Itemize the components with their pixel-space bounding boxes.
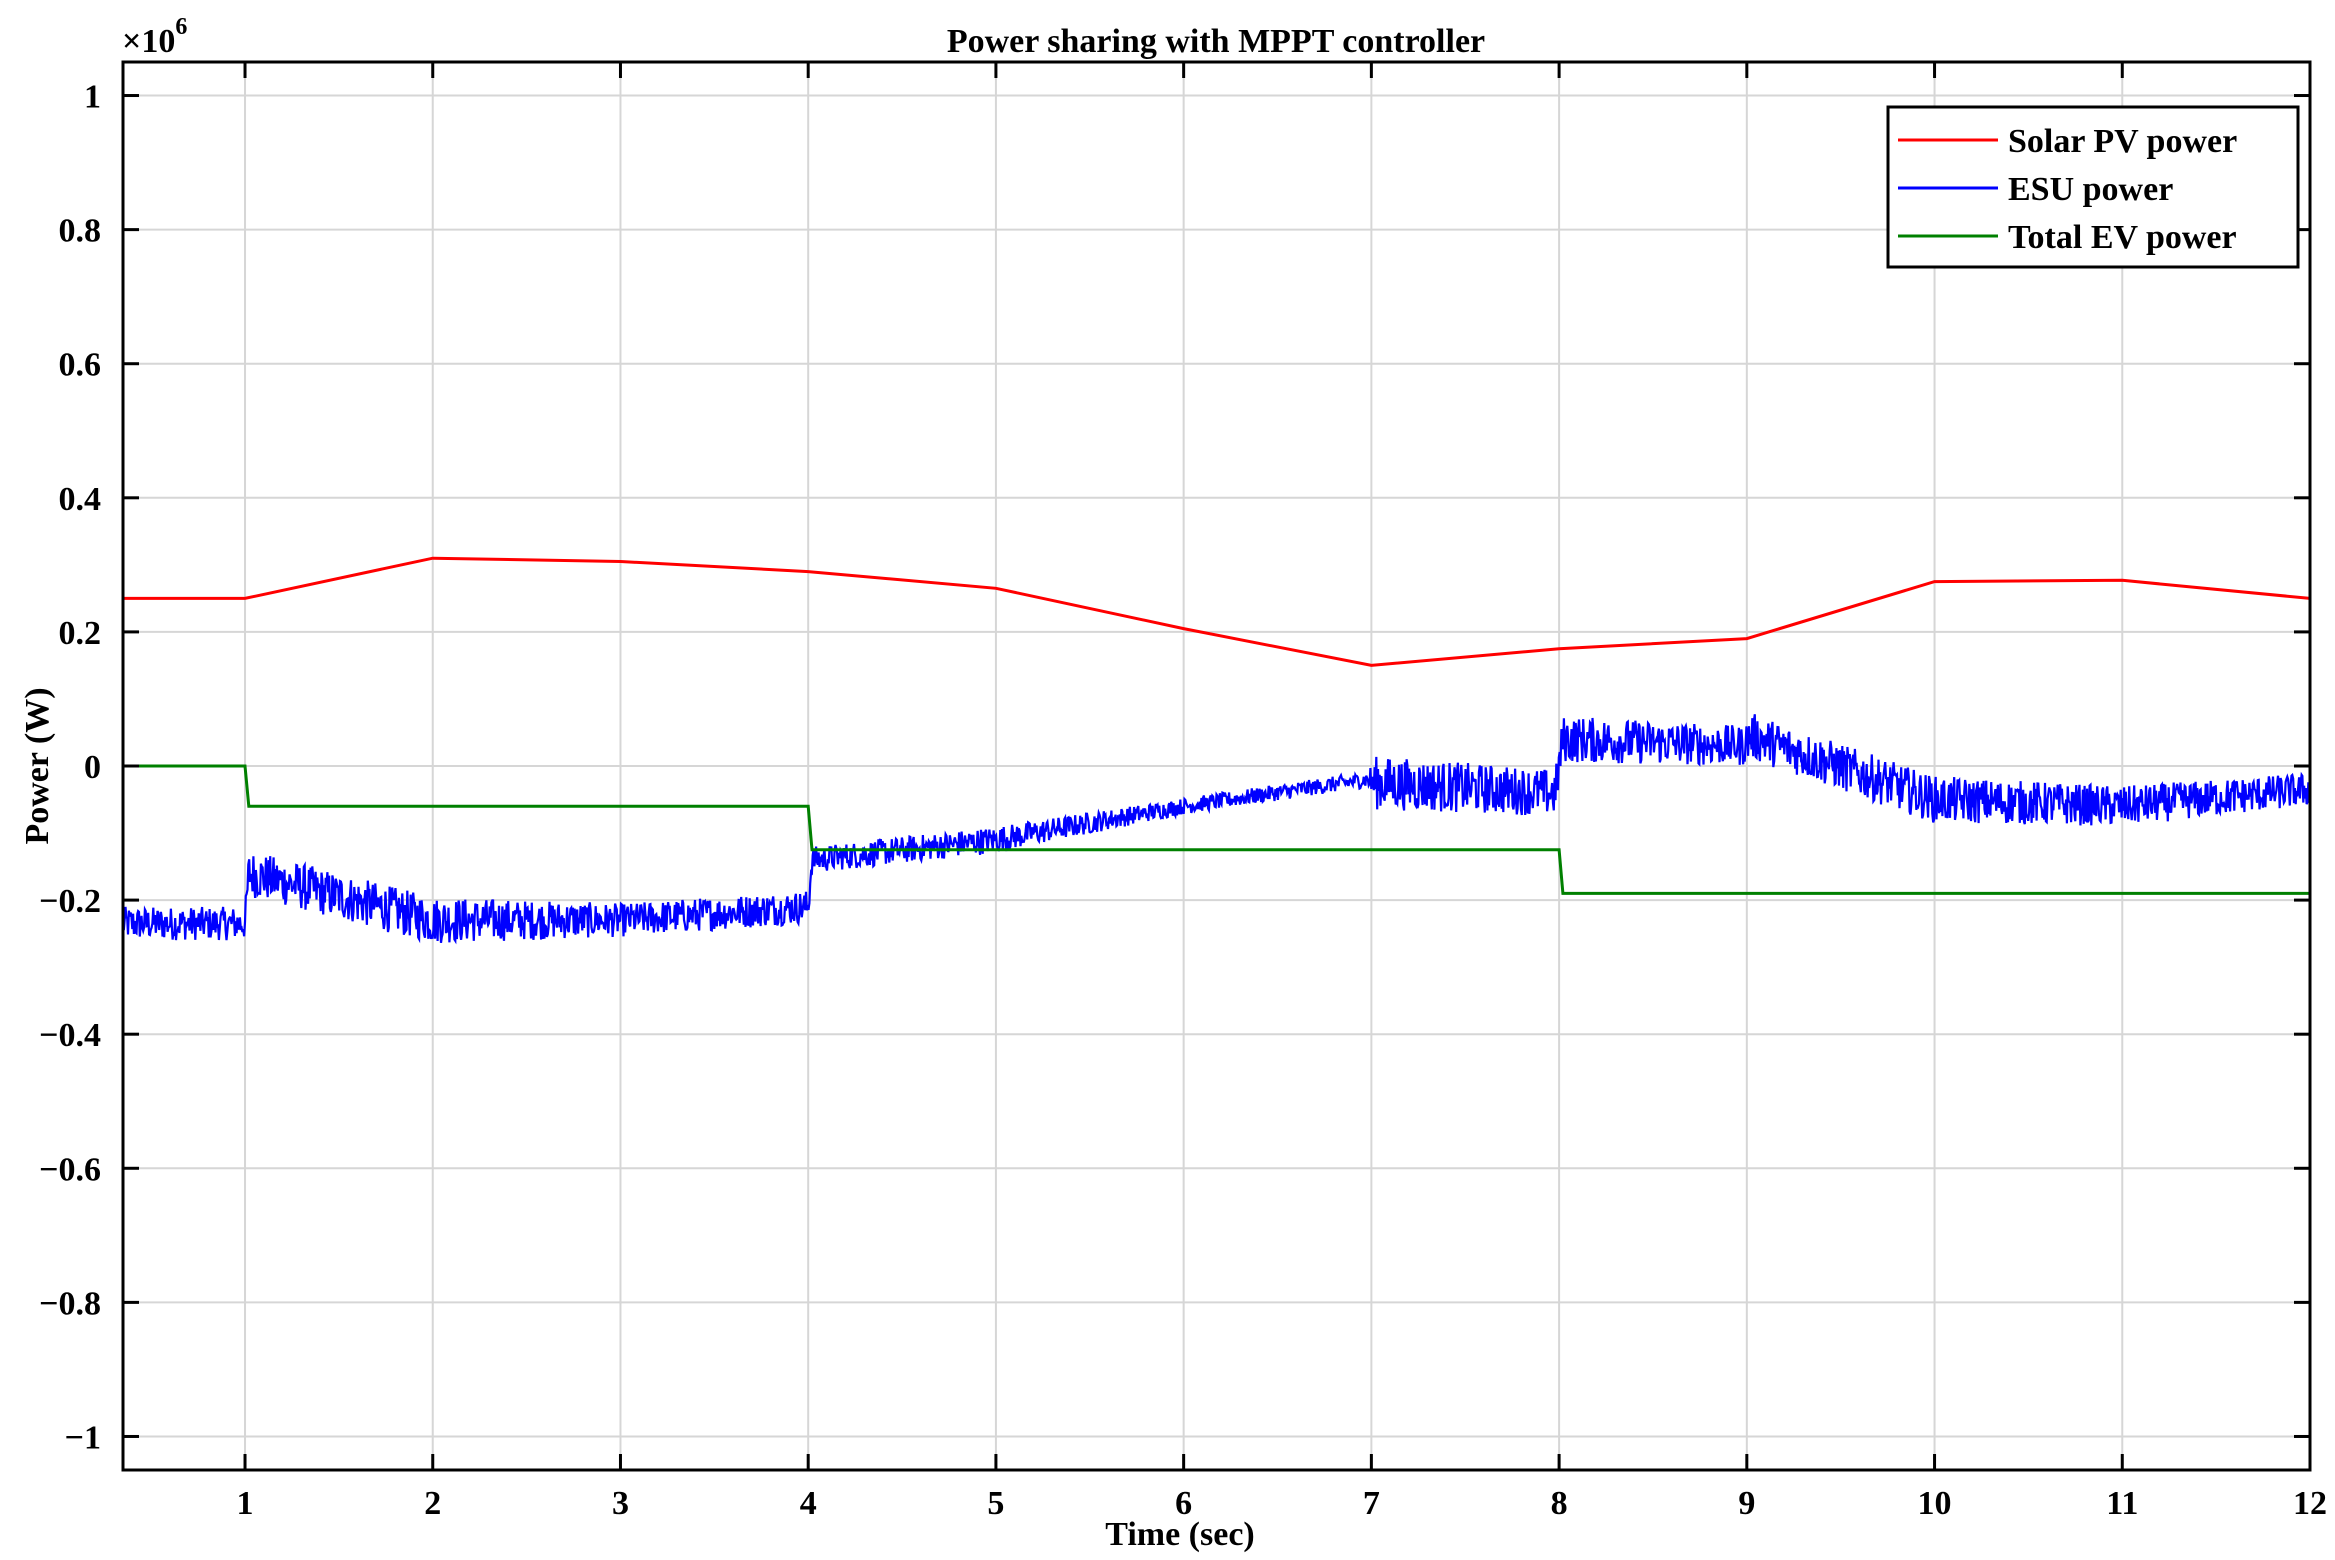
legend: Solar PV power ESU power Total EV power	[1886, 105, 2300, 269]
x-tick-label: 10	[1918, 1485, 1952, 1522]
x-tick-label: 7	[1363, 1485, 1380, 1522]
series-layer	[123, 556, 2310, 945]
x-tick-label: 11	[2106, 1485, 2138, 1522]
y-tick-label: 0	[84, 749, 101, 786]
y-tick-label: 0.8	[59, 213, 102, 250]
y-tick-label: 1	[84, 79, 101, 116]
y-multiplier-base: ×10	[122, 23, 175, 60]
series-line-solar	[123, 556, 2310, 667]
legend-label-ev: Total EV power	[2008, 219, 2237, 256]
y-tick-labels: 1 0.8 0.6 0.4 0.2 0 −0.2 −0.4 −0.6 −0.8 −1	[39, 79, 101, 1457]
y-tick-label: 0.6	[59, 347, 102, 384]
series-line-ev	[123, 764, 2310, 895]
series-line-esu	[123, 714, 2310, 945]
y-tick-label: −0.6	[39, 1151, 101, 1188]
legend-box	[1886, 105, 2300, 269]
x-tick-label: 8	[1551, 1485, 1568, 1522]
y-multiplier-exponent: 6	[175, 14, 187, 40]
chart-title: Power sharing with MPPT controller	[947, 23, 1485, 60]
x-axis-label: Time (sec)	[1105, 1516, 1254, 1553]
y-tick-label: −1	[65, 1419, 101, 1456]
y-tick-label: −0.2	[39, 883, 101, 920]
y-axis-label: Power (W)	[19, 687, 56, 844]
y-tick-label: −0.4	[39, 1017, 101, 1054]
axis-ticks	[123, 62, 2312, 1470]
grid-lines	[123, 62, 2311, 1470]
legend-label-solar: Solar PV power	[2008, 123, 2237, 160]
x-tick-label: 3	[612, 1485, 629, 1522]
x-tick-label: 2	[424, 1485, 441, 1522]
x-tick-label: 6	[1175, 1485, 1192, 1522]
x-tick-label: 1	[237, 1485, 254, 1522]
x-tick-label: 9	[1738, 1485, 1755, 1522]
y-tick-label: −0.8	[39, 1285, 101, 1322]
x-tick-labels: 1 2 3 4 5 6 7 8 9 10 11 12	[237, 1485, 2327, 1522]
y-tick-label: 0.2	[59, 615, 102, 652]
y-tick-label: 0.4	[59, 481, 102, 518]
legend-label-esu: ESU power	[2008, 171, 2173, 208]
plot-area	[123, 556, 2310, 945]
x-tick-label: 5	[987, 1485, 1004, 1522]
x-tick-label: 4	[800, 1485, 817, 1522]
x-tick-label: 12	[2293, 1485, 2327, 1522]
y-multiplier: ×106	[122, 14, 187, 60]
